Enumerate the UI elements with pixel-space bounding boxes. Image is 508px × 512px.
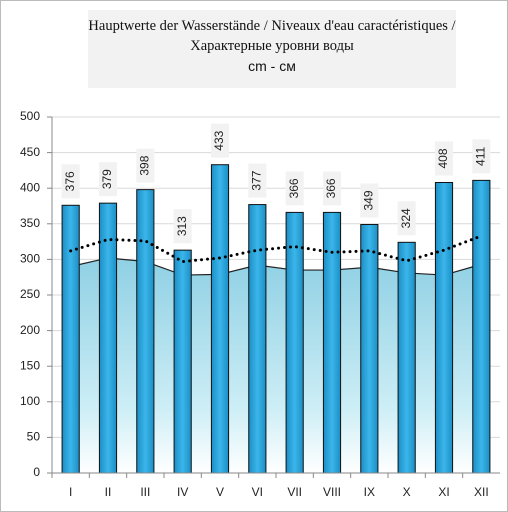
y-tick-label: 350 — [20, 216, 40, 230]
bar — [397, 241, 416, 474]
bar — [61, 204, 80, 474]
chart-subtitle: cm - см — [248, 58, 296, 74]
data-label-box — [99, 162, 117, 197]
data-label-box — [397, 201, 416, 236]
bar — [285, 211, 304, 474]
y-tick-label: 150 — [20, 358, 40, 372]
x-tick-label: XI — [438, 485, 449, 499]
x-tick-label: X — [403, 485, 411, 499]
y-tick-label: 300 — [20, 252, 40, 266]
y-tick-label: 250 — [20, 287, 40, 301]
water-area — [70, 257, 482, 473]
data-label-box — [360, 183, 379, 218]
data-label-box — [285, 171, 304, 206]
bar — [248, 204, 267, 474]
data-label-box — [61, 164, 80, 199]
bar — [98, 202, 118, 474]
x-tick-label: III — [140, 485, 150, 499]
bar — [434, 182, 454, 474]
x-tick-label: I — [69, 485, 72, 499]
data-label: 379 — [100, 169, 114, 189]
x-tick-label: VIII — [323, 485, 341, 499]
y-tick-label: 200 — [20, 323, 40, 337]
x-tick-label: XII — [474, 485, 489, 499]
data-label-box — [472, 139, 491, 174]
x-tick-label: IX — [364, 485, 375, 499]
data-label: 366 — [324, 178, 338, 198]
y-tick-label: 400 — [20, 180, 40, 194]
data-label: 433 — [212, 130, 226, 150]
data-label: 313 — [175, 216, 189, 236]
bar — [472, 179, 491, 474]
data-label-box — [136, 148, 155, 183]
y-tick-label: 450 — [20, 145, 40, 159]
data-label-box — [211, 123, 229, 158]
dotted-line — [69, 234, 483, 264]
data-label: 398 — [138, 155, 152, 175]
x-tick-label: IV — [177, 485, 188, 499]
data-label: 408 — [436, 148, 450, 168]
data-label: 324 — [399, 208, 413, 228]
data-label-box — [173, 209, 192, 244]
y-tick-label: 500 — [20, 109, 40, 123]
data-label: 366 — [287, 178, 301, 198]
data-label-box — [323, 171, 341, 206]
x-tick-label: II — [105, 485, 112, 499]
data-label: 377 — [250, 170, 264, 190]
data-label: 349 — [362, 190, 376, 210]
data-label-box — [248, 163, 267, 198]
y-tick-label: 100 — [20, 394, 40, 408]
bar — [136, 189, 155, 474]
title-box: Hauptwerte der Wasserstände / Niveaux d'… — [88, 10, 456, 88]
y-tick-label: 50 — [27, 430, 41, 444]
data-label-box — [435, 141, 453, 176]
bar — [173, 249, 192, 474]
data-label: 376 — [63, 171, 77, 191]
x-tick-label: VII — [287, 485, 302, 499]
data-label: 411 — [474, 146, 488, 165]
bar — [360, 224, 379, 474]
x-tick-label: VI — [252, 485, 263, 499]
chart-title: Hauptwerte der Wasserstände / Niveaux d'… — [88, 18, 456, 54]
x-tick-label: V — [216, 485, 224, 499]
y-tick-label: 0 — [33, 465, 40, 479]
bar — [210, 164, 230, 474]
